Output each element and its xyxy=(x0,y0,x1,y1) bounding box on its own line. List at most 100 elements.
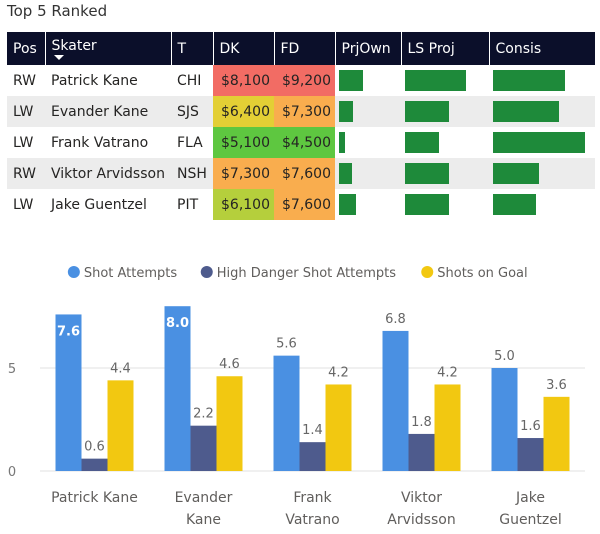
bar-3-3 xyxy=(325,384,352,471)
consis-bar xyxy=(493,101,560,122)
cell-prjown xyxy=(335,127,401,158)
data-label-1-4: 6.8 xyxy=(385,312,406,327)
table-row[interactable]: LW Evander Kane SJS $6,400 $7,300 xyxy=(7,96,595,127)
cell-ls-proj xyxy=(401,65,489,96)
table-title: Top 5 Ranked xyxy=(7,2,108,20)
bar-3-1 xyxy=(107,380,134,471)
prjown-bar xyxy=(339,194,357,215)
cell-ls-proj xyxy=(401,96,489,127)
data-label-2-3: 1.4 xyxy=(302,423,323,438)
bar-2-1 xyxy=(81,458,108,471)
table-row[interactable]: LW Jake Guentzel PIT $6,100 $7,600 xyxy=(7,189,595,220)
table-row[interactable]: RW Patrick Kane CHI $8,100 $9,200 xyxy=(7,65,595,96)
col-header-prjown[interactable]: PrjOwn xyxy=(335,32,402,65)
consis-bar xyxy=(493,163,539,184)
ls-proj-bar xyxy=(405,163,449,184)
data-label-2-4: 1.8 xyxy=(411,415,432,430)
cell-pos: RW xyxy=(13,72,37,89)
legend-swatch-3 xyxy=(421,266,434,278)
col-header-skater-label: Skater xyxy=(51,37,97,54)
data-label-3-4: 4.2 xyxy=(437,365,458,380)
data-label-3-5: 3.6 xyxy=(546,378,567,393)
bar-3-5 xyxy=(543,396,570,471)
x-tick-label-4-line-2: Arvidsson xyxy=(387,512,455,528)
col-header-team[interactable]: T xyxy=(171,32,214,65)
bar-1-1 xyxy=(55,314,82,471)
cell-pos: LW xyxy=(13,134,34,151)
legend-label-2: High Danger Shot Attempts xyxy=(217,266,396,281)
data-label-2-2: 2.2 xyxy=(193,407,214,422)
data-label-3-2: 4.6 xyxy=(219,357,240,372)
x-tick-label-2-line-2: Kane xyxy=(186,512,221,528)
x-tick-label-3-line-1: Frank xyxy=(293,490,332,506)
cell-fd-salary: $4,500 xyxy=(274,127,335,158)
data-label-3-3: 4.2 xyxy=(328,365,349,380)
col-header-consis[interactable]: Consis xyxy=(489,32,595,65)
bar-1-5 xyxy=(491,368,518,471)
legend-label-3: Shots on Goal xyxy=(437,266,527,281)
cell-dk-salary: $7,300 xyxy=(213,158,274,189)
legend-swatch-2 xyxy=(200,266,213,278)
legend-swatch-1 xyxy=(67,266,80,278)
x-tick-label-5-line-2: Guentzel xyxy=(499,512,562,528)
consis-bar xyxy=(493,132,585,153)
shots-bar-chart: Shot Attempts High Danger Shot Attempts Sh… xyxy=(8,266,585,528)
sort-descending-icon xyxy=(53,54,64,60)
cell-skater: Viktor Arvidsson xyxy=(45,158,171,189)
x-tick-label-2-line-1: Evander xyxy=(175,490,233,506)
bar-2-2 xyxy=(190,425,217,471)
cell-prjown xyxy=(335,158,401,189)
cell-pos: LW xyxy=(13,196,34,213)
table-header-row: Pos Skater T DK FD PrjOwn LS Proj Consis xyxy=(7,32,595,65)
prjown-bar xyxy=(339,163,353,184)
table-row[interactable]: RW Viktor Arvidsson NSH $7,300 $7,600 xyxy=(7,158,595,189)
cell-consis xyxy=(489,158,595,189)
cell-pos: RW xyxy=(7,158,45,189)
data-label-2-5: 1.6 xyxy=(520,419,541,434)
cell-fd-salary: $9,200 xyxy=(274,65,335,96)
data-label-1-3: 5.6 xyxy=(276,337,297,352)
x-tick-label-1: Patrick Kane xyxy=(51,490,138,506)
bar-1-2 xyxy=(164,306,191,471)
col-header-skater[interactable]: Skater xyxy=(45,32,172,65)
prjown-bar xyxy=(339,101,353,122)
cell-dk-salary: $6,400 xyxy=(213,96,274,127)
ls-proj-bar xyxy=(405,132,439,153)
cell-dk-salary: $6,100 xyxy=(213,189,274,220)
ls-proj-bar xyxy=(405,194,449,215)
data-label-1-1: 7.6 xyxy=(57,324,80,339)
cell-skater: Frank Vatrano xyxy=(51,134,149,151)
prjown-bar xyxy=(339,132,346,153)
cell-team: FLA xyxy=(177,134,203,151)
bar-3-4 xyxy=(434,384,461,471)
data-label-3-1: 4.4 xyxy=(110,361,131,376)
cell-consis xyxy=(489,96,595,127)
bar-2-3 xyxy=(299,442,326,471)
col-header-ls-proj[interactable]: LS Proj xyxy=(401,32,490,65)
cell-prjown xyxy=(335,96,401,127)
col-header-fd[interactable]: FD xyxy=(274,32,336,65)
cell-fd-salary: $7,600 xyxy=(274,189,335,220)
prjown-bar xyxy=(339,70,363,91)
table-row[interactable]: LW Frank Vatrano FLA $5,100 $4,500 xyxy=(7,127,595,158)
cell-prjown xyxy=(335,189,401,220)
cell-skater: Evander Kane xyxy=(45,96,171,127)
bar-2-5 xyxy=(517,438,544,471)
x-tick-label-5-line-1: Jake xyxy=(515,490,545,506)
cell-fd-salary: $7,300 xyxy=(274,96,335,127)
consis-bar xyxy=(493,194,536,215)
col-header-pos[interactable]: Pos xyxy=(7,32,46,65)
data-label-2-1: 0.6 xyxy=(84,440,105,455)
cell-consis xyxy=(489,127,595,158)
col-header-dk[interactable]: DK xyxy=(213,32,275,65)
cell-team: CHI xyxy=(177,72,202,89)
bar-3-2 xyxy=(216,376,243,471)
data-label-1-5: 5.0 xyxy=(494,349,515,364)
y-tick-label-0: 0 xyxy=(8,465,16,480)
cell-skater: Jake Guentzel xyxy=(51,196,147,213)
legend-label-1: Shot Attempts xyxy=(84,266,178,281)
cell-team: SJS xyxy=(171,96,213,127)
cell-dk-salary: $8,100 xyxy=(213,65,274,96)
x-tick-label-3-line-2: Vatrano xyxy=(285,512,339,528)
ls-proj-bar xyxy=(405,101,449,122)
